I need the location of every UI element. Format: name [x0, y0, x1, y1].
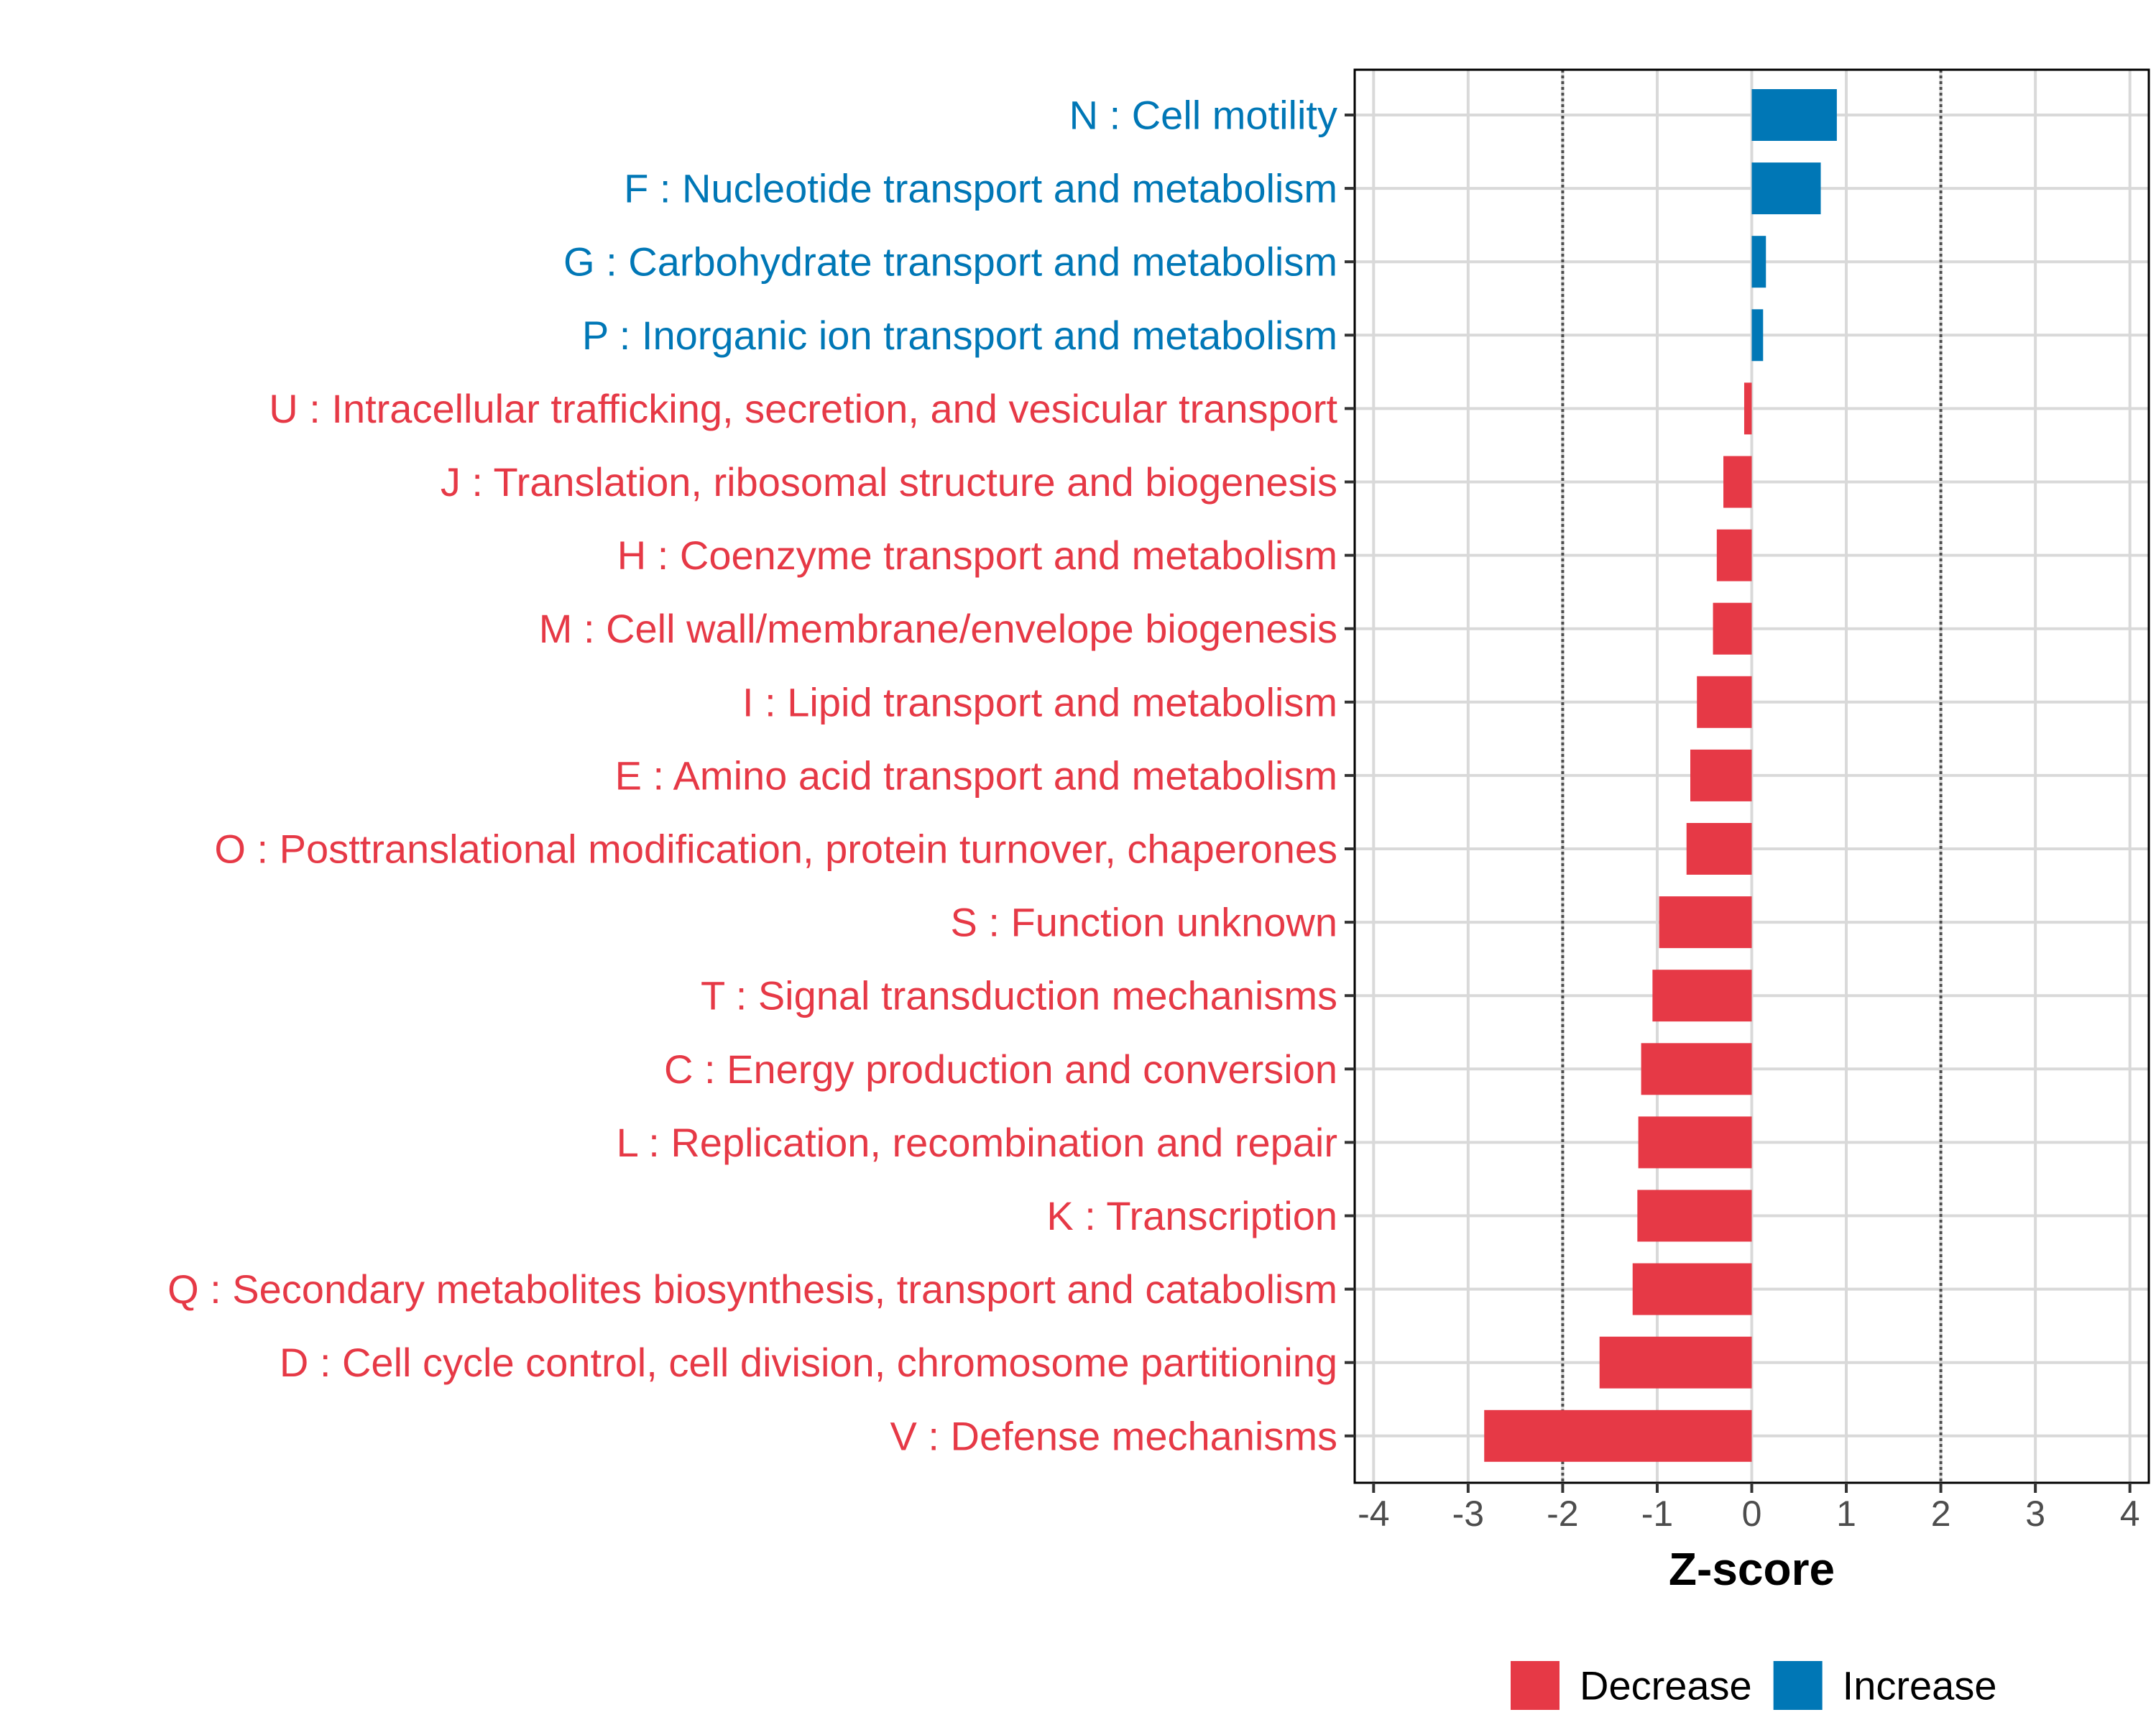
bar: [1751, 89, 1837, 141]
bar: [1641, 1043, 1752, 1095]
bars: [1484, 89, 1837, 1462]
bar: [1751, 236, 1766, 288]
bar: [1743, 382, 1752, 435]
bar: [1751, 309, 1764, 362]
category-label: E : Amino acid transport and metabolism: [615, 753, 1337, 798]
bar: [1686, 823, 1752, 875]
bar: [1659, 896, 1752, 949]
category-label: V : Defense mechanisms: [890, 1413, 1337, 1458]
x-tick-label: 0: [1742, 1494, 1762, 1534]
y-axis-ticks: N : Cell motility F : Nucleotide transpor…: [167, 93, 1355, 1458]
legend: Decrease Increase: [1511, 1661, 1996, 1710]
category-label: D : Cell cycle control, cell division, c…: [280, 1340, 1337, 1385]
x-tick-label: -4: [1358, 1494, 1389, 1534]
x-tick-label: 1: [1836, 1494, 1856, 1534]
x-tick-label: 3: [2025, 1494, 2045, 1534]
category-label: T : Signal transduction mechanisms: [701, 973, 1337, 1018]
bar: [1638, 1116, 1752, 1169]
category-label: Q : Secondary metabolites biosynthesis, …: [167, 1266, 1337, 1312]
x-tick-label: 4: [2120, 1494, 2140, 1534]
bar: [1697, 676, 1752, 728]
bar: [1751, 162, 1821, 215]
category-label: P : Inorganic ion transport and metaboli…: [582, 313, 1337, 358]
x-tick-label: -3: [1452, 1494, 1484, 1534]
bar: [1716, 529, 1752, 581]
x-tick-label: 2: [1931, 1494, 1951, 1534]
category-label: M : Cell wall/membrane/envelope biogenes…: [539, 606, 1337, 651]
category-label: I : Lipid transport and metabolism: [742, 679, 1337, 724]
bar: [1599, 1336, 1752, 1389]
x-axis-title: Z-score: [1669, 1543, 1835, 1595]
category-label: O : Posttranslational modification, prot…: [214, 827, 1337, 872]
category-label: C : Energy production and conversion: [664, 1046, 1337, 1092]
x-tick-label: -2: [1547, 1494, 1578, 1534]
category-label: F : Nucleotide transport and metabolism: [624, 166, 1337, 211]
category-label: K : Transcription: [1046, 1193, 1337, 1238]
category-label: N : Cell motility: [1069, 93, 1337, 138]
category-label: L : Replication, recombination and repai…: [617, 1120, 1337, 1165]
category-label: J : Translation, ribosomal structure and…: [441, 459, 1337, 505]
legend-swatch: [1773, 1661, 1823, 1710]
x-axis-ticks: -4 -3 -2 -1 0 1 2 3 4: [1358, 1483, 2140, 1534]
bar: [1652, 970, 1752, 1022]
bar: [1637, 1190, 1752, 1242]
category-label: G : Carbohydrate transport and metabolis…: [563, 239, 1337, 285]
bar: [1713, 602, 1752, 655]
bar: [1632, 1263, 1752, 1315]
bar: [1484, 1409, 1752, 1462]
x-tick-label: -1: [1641, 1494, 1673, 1534]
legend-swatch: [1511, 1661, 1560, 1710]
category-label: S : Function unknown: [950, 900, 1337, 945]
legend-label: Decrease: [1580, 1663, 1752, 1708]
bar: [1723, 456, 1752, 508]
category-label: U : Intracellular trafficking, secretion…: [269, 386, 1337, 431]
legend-label: Increase: [1843, 1663, 1997, 1708]
bar: [1690, 749, 1752, 801]
category-label: H : Coenzyme transport and metabolism: [617, 533, 1337, 578]
